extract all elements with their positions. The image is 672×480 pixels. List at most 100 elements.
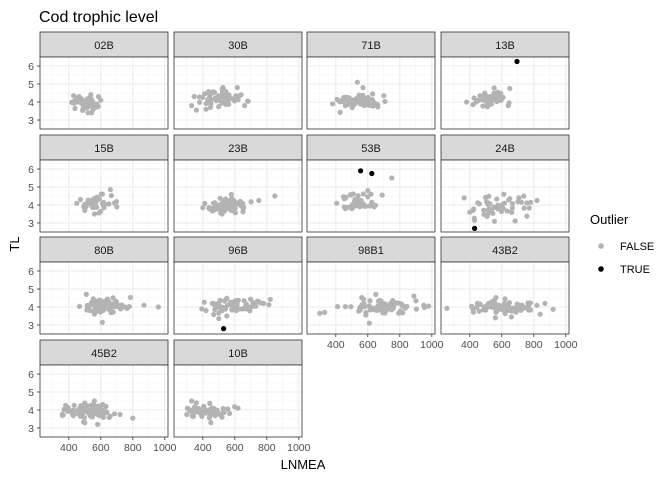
data-point [108, 193, 114, 199]
x-tick-label: 600 [359, 339, 377, 351]
x-tick-label: 400 [327, 339, 345, 351]
data-point [381, 93, 387, 99]
data-point [99, 191, 105, 197]
data-point [220, 94, 226, 100]
legend-label-false: FALSE [620, 241, 654, 253]
data-point [542, 300, 548, 306]
facet-strip-label: 45B2 [91, 348, 117, 360]
panel-43b2: 43B2 400 600 800 1000 [440, 236, 578, 351]
data-point [514, 301, 520, 307]
data-point [390, 297, 396, 304]
data-point [90, 106, 96, 113]
data-point [491, 85, 497, 91]
panel-23b: 23B [173, 134, 303, 233]
panel-border [440, 159, 570, 233]
data-point [478, 94, 484, 100]
data-point [227, 410, 233, 417]
panel-border [39, 159, 169, 233]
data-point [496, 204, 502, 210]
data-point [349, 205, 355, 212]
data-point [224, 313, 230, 319]
facet-strip [173, 236, 303, 263]
legend-title: Outlier [590, 212, 629, 227]
data-point [78, 403, 84, 409]
data-point [74, 200, 80, 206]
data-point [83, 203, 89, 209]
data-point [493, 306, 500, 312]
panel-border [306, 56, 436, 130]
facet-strip [173, 31, 303, 58]
data-point [207, 104, 214, 110]
data-point [196, 99, 203, 105]
data-point [476, 308, 482, 314]
data-point [360, 85, 366, 91]
data-point [242, 102, 248, 109]
data-point [500, 94, 506, 100]
data-point [550, 306, 556, 312]
data-point [248, 199, 254, 205]
data-point-outlier [514, 58, 520, 65]
data-point [253, 303, 259, 309]
data-point [413, 306, 420, 312]
data-point [487, 98, 494, 104]
data-point [534, 197, 540, 204]
data-point [399, 303, 405, 309]
data-point [189, 103, 195, 109]
data-point [91, 102, 97, 108]
data-point [203, 106, 209, 112]
data-point [222, 101, 229, 107]
data-point [130, 415, 136, 421]
data-point [362, 102, 368, 108]
data-point [411, 293, 417, 299]
x-tick-label: 600 [493, 339, 511, 351]
data-point [99, 319, 105, 325]
facet-strip [440, 31, 570, 58]
panel-98b1: 98B1 400 600 800 1000 [306, 236, 444, 351]
data-point [360, 191, 367, 197]
data-point [342, 206, 348, 212]
data-point [111, 411, 118, 417]
x-tick-label: 1000 [420, 339, 444, 351]
data-point [228, 191, 234, 198]
facet-strip-label: 71B [361, 40, 381, 52]
data-point [508, 209, 514, 215]
data-point [426, 303, 432, 309]
data-point [217, 297, 223, 304]
panel-border [306, 159, 436, 233]
data-point [91, 211, 97, 217]
data-point [72, 105, 78, 112]
facet-strip-label: 13B [495, 40, 515, 52]
data-point [330, 101, 336, 107]
data-point [352, 196, 358, 203]
data-point [211, 206, 217, 213]
data-point [240, 209, 246, 215]
panel-border [173, 261, 303, 335]
panel-96b: 96B [173, 236, 303, 335]
data-point [220, 405, 226, 412]
data-point [219, 211, 225, 217]
y-tick-label: 4 [28, 302, 34, 314]
y-tick-label: 6 [28, 369, 34, 381]
y-tick-label: 5 [28, 182, 34, 194]
y-tick-label: 4 [28, 97, 34, 109]
data-point [366, 320, 372, 326]
facet-strip-label: 24B [495, 143, 515, 155]
data-point [481, 207, 487, 213]
data-point [201, 404, 207, 410]
data-point [116, 302, 123, 309]
facet-strip-label: 15B [94, 143, 114, 155]
data-point [322, 309, 328, 315]
data-point [334, 303, 341, 310]
data-point [203, 308, 209, 314]
data-point [356, 94, 362, 100]
data-point [461, 195, 467, 201]
data-point [394, 300, 400, 306]
data-point [216, 310, 222, 316]
data-point-outlier [472, 225, 478, 231]
facet-strip [306, 236, 436, 263]
data-point [537, 311, 543, 317]
data-point [224, 97, 230, 103]
y-tick-label: 3 [28, 320, 34, 332]
data-point [256, 197, 262, 204]
data-point [363, 97, 369, 103]
